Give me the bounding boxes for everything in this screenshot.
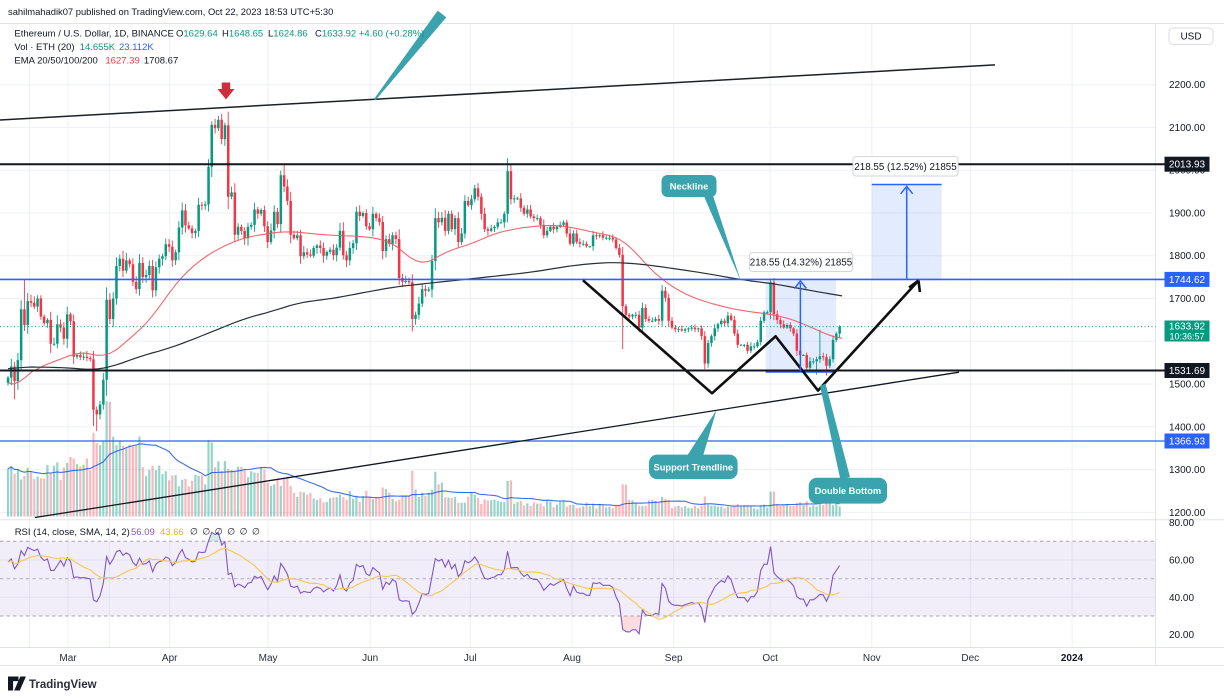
svg-text:20.00: 20.00 [1169, 630, 1194, 641]
svg-text:1627.39: 1627.39 [105, 56, 139, 67]
svg-text:Double Bottom: Double Bottom [815, 486, 882, 496]
svg-text:H1648.65: H1648.65 [222, 29, 263, 40]
svg-text:sahilmahadik07 published on Tr: sahilmahadik07 published on TradingView.… [8, 6, 333, 17]
svg-text:EMA 20/50/100/200: EMA 20/50/100/200 [14, 56, 97, 67]
svg-text:USD: USD [1180, 32, 1201, 43]
svg-text:2100.00: 2100.00 [1169, 123, 1206, 134]
svg-text:218.55 (12.52%) 21855: 218.55 (12.52%) 21855 [854, 162, 957, 173]
svg-text:1708.67: 1708.67 [144, 56, 178, 67]
svg-text:∅: ∅ [215, 527, 223, 537]
svg-text:Nov: Nov [863, 653, 881, 664]
svg-text:2013.93: 2013.93 [1169, 160, 1206, 171]
svg-text:RSI (14, close, SMA, 14, 2): RSI (14, close, SMA, 14, 2) [15, 527, 130, 538]
svg-text:May: May [259, 653, 278, 664]
svg-text:Dec: Dec [961, 653, 979, 664]
svg-text:L1624.86: L1624.86 [268, 29, 308, 40]
svg-text:43.66: 43.66 [160, 527, 184, 538]
svg-text:1300.00: 1300.00 [1169, 465, 1206, 476]
svg-text:∅: ∅ [240, 527, 248, 537]
svg-text:60.00: 60.00 [1169, 556, 1194, 567]
svg-text:Vol · ETH (20): Vol · ETH (20) [14, 42, 74, 53]
svg-text:14.655K: 14.655K [80, 42, 116, 53]
svg-text:1200.00: 1200.00 [1169, 508, 1206, 519]
svg-text:218.55 (14.32%) 21855: 218.55 (14.32%) 21855 [750, 258, 853, 269]
svg-text:TradingView: TradingView [29, 679, 97, 691]
svg-text:2200.00: 2200.00 [1169, 80, 1206, 91]
svg-text:1800.00: 1800.00 [1169, 251, 1206, 262]
svg-text:Aug: Aug [563, 653, 581, 664]
svg-text:Jul: Jul [464, 653, 477, 664]
svg-text:1900.00: 1900.00 [1169, 209, 1206, 220]
svg-text:10:36:57: 10:36:57 [1169, 332, 1204, 342]
svg-text:40.00: 40.00 [1169, 593, 1194, 604]
svg-text:Neckline: Neckline [670, 181, 709, 192]
svg-text:1744.62: 1744.62 [1169, 275, 1206, 286]
svg-text:56.09: 56.09 [131, 527, 155, 538]
svg-text:2024: 2024 [1061, 653, 1084, 664]
svg-text:1366.93: 1366.93 [1169, 437, 1206, 448]
svg-text:O1629.64: O1629.64 [176, 29, 218, 40]
svg-text:1400.00: 1400.00 [1169, 422, 1206, 433]
svg-text:Oct: Oct [762, 653, 778, 664]
svg-text:1531.69: 1531.69 [1169, 366, 1206, 377]
svg-text:Ethereum / U.S. Dollar, 1D, BI: Ethereum / U.S. Dollar, 1D, BINANCE [14, 29, 173, 40]
svg-text:Mar: Mar [59, 653, 77, 664]
svg-text:Sep: Sep [665, 653, 683, 664]
svg-text:1500.00: 1500.00 [1169, 380, 1206, 391]
svg-text:Support Trendline: Support Trendline [654, 463, 734, 473]
svg-text:80.00: 80.00 [1169, 518, 1194, 529]
svg-text:1700.00: 1700.00 [1169, 294, 1206, 305]
svg-text:Apr: Apr [162, 653, 178, 664]
svg-text:∅: ∅ [252, 527, 260, 537]
svg-text:∅: ∅ [227, 527, 235, 537]
svg-text:Jun: Jun [362, 653, 378, 664]
svg-text:∅: ∅ [202, 527, 210, 537]
svg-text:∅: ∅ [190, 527, 198, 537]
svg-text:23.112K: 23.112K [119, 42, 154, 53]
svg-text:1633.92: 1633.92 [1169, 322, 1206, 333]
svg-text:C1633.92 +4.60 (+0.28%): C1633.92 +4.60 (+0.28%) [315, 29, 424, 40]
